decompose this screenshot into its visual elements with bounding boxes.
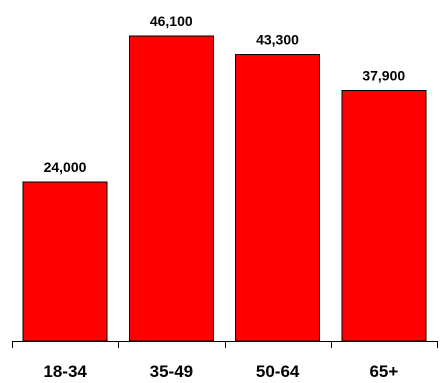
value-label-35-49: 46,100 — [150, 13, 193, 29]
x-tick-label-65: 65+ — [369, 362, 398, 381]
x-axis — [12, 341, 438, 348]
bar-35-49 — [128, 35, 214, 342]
x-tick-label-50-64: 50-64 — [256, 362, 300, 381]
value-label-65: 37,900 — [362, 67, 405, 83]
value-label-50-64: 43,300 — [256, 32, 299, 48]
bars-layer — [22, 35, 427, 342]
x-tick-label-35-49: 35-49 — [150, 362, 193, 381]
value-label-18-34: 24,000 — [44, 159, 87, 175]
bar-65 — [341, 89, 427, 342]
bar-18-34 — [22, 181, 108, 342]
x-tick-label-18-34: 18-34 — [43, 362, 87, 381]
category-labels-layer: 18-34 35-49 50-64 65+ — [43, 362, 398, 381]
bar-50-64 — [235, 54, 320, 342]
value-labels-layer: 24,000 46,100 43,300 37,900 — [44, 13, 406, 175]
